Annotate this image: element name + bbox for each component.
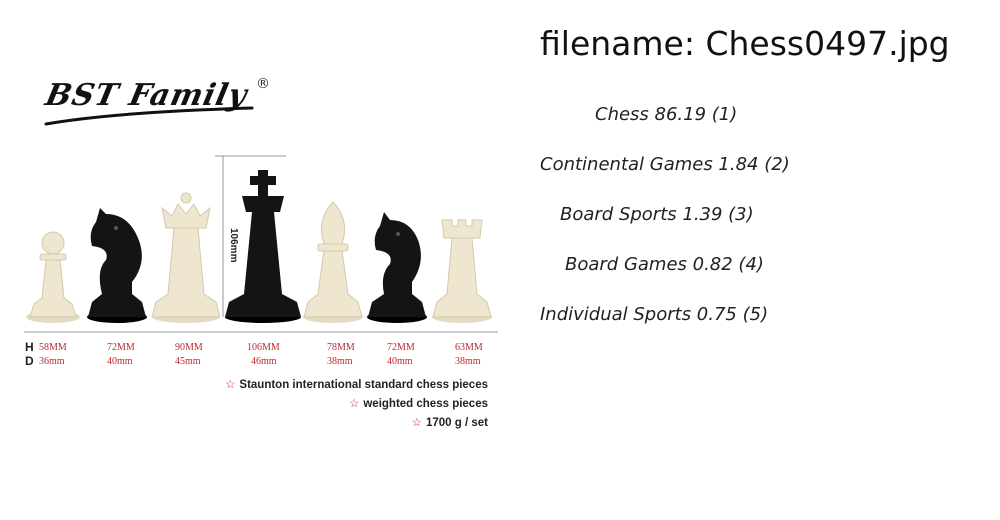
diameter-cell: 38mm — [455, 356, 481, 367]
diameter-row-key: D — [25, 354, 34, 368]
feature-line: ☆ 1700 g / set — [412, 415, 488, 429]
diameter-row: D 36mm 40mm 45mm 46mm 38mm 40mm 38mm — [25, 354, 495, 370]
diameter-cell: 40mm — [107, 356, 133, 367]
brand-logo: BST Family ® — [42, 74, 270, 126]
feature-text: 1700 g / set — [425, 417, 488, 429]
feature-text: weighted chess pieces — [363, 398, 488, 410]
rook-piece — [432, 219, 492, 323]
feature-line: ☆ weighted chess pieces — [349, 396, 488, 410]
pawn-piece — [26, 231, 80, 323]
feature-text: Staunton international standard chess pi… — [239, 379, 488, 391]
brand-swoosh — [44, 106, 254, 126]
height-cell: 90MM — [175, 342, 203, 353]
height-cell: 72MM — [387, 342, 415, 353]
prediction-item: Continental Games 1.84 (2) — [540, 154, 790, 175]
diameter-cell: 36mm — [39, 356, 65, 367]
knight-piece-dark — [87, 208, 147, 323]
height-dimension-marker — [215, 155, 286, 317]
registered-mark: ® — [256, 76, 270, 92]
prediction-item: Board Games 0.82 (4) — [565, 254, 764, 275]
height-cell: 72MM — [107, 342, 135, 353]
height-cell: 106MM — [247, 342, 280, 353]
height-dimension-label: 106mm — [228, 228, 239, 263]
prediction-item: Board Sports 1.39 (3) — [560, 204, 754, 225]
queen-piece — [151, 192, 221, 323]
height-cell: 78MM — [327, 342, 355, 353]
diameter-cell: 46mm — [251, 356, 277, 367]
knight-piece-dark-2 — [367, 212, 427, 323]
height-cell: 58MM — [39, 342, 67, 353]
height-row-key: H — [25, 340, 34, 354]
height-cell: 63MM — [455, 342, 483, 353]
prediction-item: Individual Sports 0.75 (5) — [540, 304, 769, 325]
diameter-cell: 38mm — [327, 356, 353, 367]
star-icon: ☆ — [349, 398, 360, 410]
prediction-item: Chess 86.19 (1) — [595, 104, 738, 125]
star-icon: ☆ — [225, 379, 236, 391]
diameter-cell: 40mm — [387, 356, 413, 367]
star-icon: ☆ — [411, 417, 422, 429]
height-row: H 58MM 72MM 90MM 106MM 78MM 72MM 63MM — [25, 340, 495, 356]
filename-heading: filename: Chess0497.jpg — [540, 24, 950, 63]
diameter-cell: 45mm — [175, 356, 201, 367]
chess-pieces-illustration — [24, 155, 498, 333]
feature-line: ☆ Staunton international standard chess p… — [225, 377, 488, 391]
king-piece — [225, 170, 301, 323]
product-image: BST Family ® — [20, 52, 500, 442]
bishop-piece — [303, 201, 363, 323]
